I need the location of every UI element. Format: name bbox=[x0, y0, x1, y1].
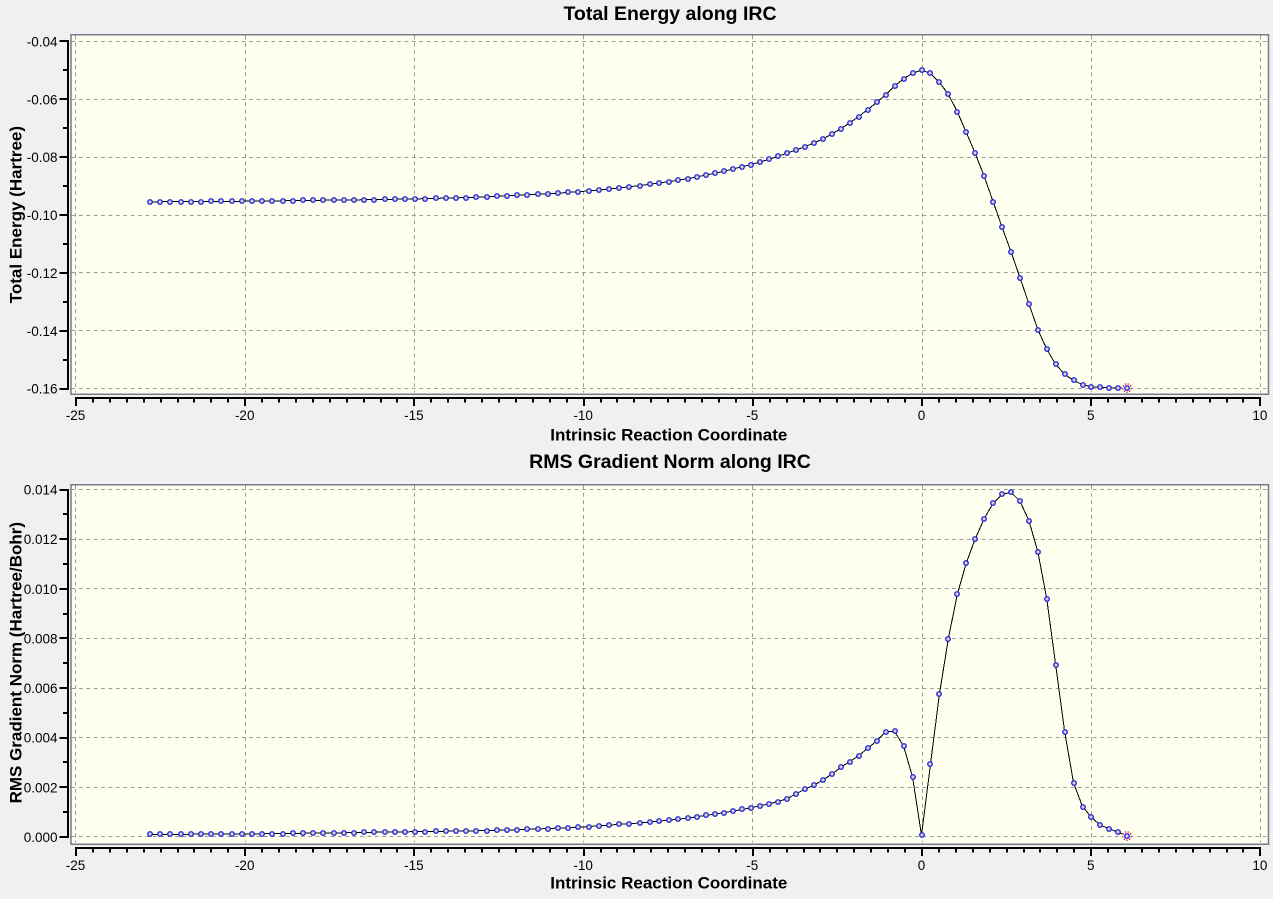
svg-text:Intrinsic Reaction Coordinate: Intrinsic Reaction Coordinate bbox=[550, 874, 787, 893]
svg-text:-20: -20 bbox=[235, 408, 255, 423]
svg-text:0.010: 0.010 bbox=[24, 582, 58, 597]
svg-text:RMS Gradient Norm along IRC: RMS Gradient Norm along IRC bbox=[529, 451, 811, 473]
svg-text:-0.04: -0.04 bbox=[27, 35, 58, 50]
svg-text:RMS Gradient Norm (Hartree/Boh: RMS Gradient Norm (Hartree/Bohr) bbox=[7, 522, 26, 803]
svg-text:-15: -15 bbox=[404, 858, 424, 873]
svg-text:0: 0 bbox=[918, 858, 926, 873]
svg-text:-5: -5 bbox=[746, 858, 758, 873]
svg-text:-0.06: -0.06 bbox=[27, 92, 58, 107]
svg-text:0.004: 0.004 bbox=[24, 731, 58, 746]
svg-text:0.002: 0.002 bbox=[24, 780, 58, 795]
svg-text:-0.08: -0.08 bbox=[27, 150, 58, 165]
svg-text:0.012: 0.012 bbox=[24, 532, 58, 547]
svg-text:5: 5 bbox=[1087, 858, 1095, 873]
svg-text:-25: -25 bbox=[66, 858, 86, 873]
svg-text:5: 5 bbox=[1087, 408, 1095, 423]
svg-text:0.006: 0.006 bbox=[24, 681, 58, 696]
svg-text:-20: -20 bbox=[235, 858, 255, 873]
svg-text:-15: -15 bbox=[404, 408, 424, 423]
svg-text:-0.14: -0.14 bbox=[27, 324, 58, 339]
svg-text:-5: -5 bbox=[746, 408, 758, 423]
svg-text:0.008: 0.008 bbox=[24, 631, 58, 646]
svg-text:Intrinsic Reaction Coordinate: Intrinsic Reaction Coordinate bbox=[550, 426, 787, 445]
svg-text:10: 10 bbox=[1252, 408, 1267, 423]
svg-text:0: 0 bbox=[918, 408, 926, 423]
svg-text:Total Energy (Hartree): Total Energy (Hartree) bbox=[7, 126, 26, 303]
svg-text:-0.12: -0.12 bbox=[27, 266, 58, 281]
svg-text:-0.10: -0.10 bbox=[27, 208, 58, 223]
svg-text:-25: -25 bbox=[66, 408, 86, 423]
svg-text:10: 10 bbox=[1252, 858, 1267, 873]
svg-text:-10: -10 bbox=[573, 858, 593, 873]
svg-text:0.000: 0.000 bbox=[24, 830, 58, 845]
svg-text:-10: -10 bbox=[573, 408, 593, 423]
svg-text:Total Energy along IRC: Total Energy along IRC bbox=[563, 3, 776, 25]
svg-text:0.014: 0.014 bbox=[24, 483, 58, 498]
svg-text:-0.16: -0.16 bbox=[27, 382, 58, 397]
